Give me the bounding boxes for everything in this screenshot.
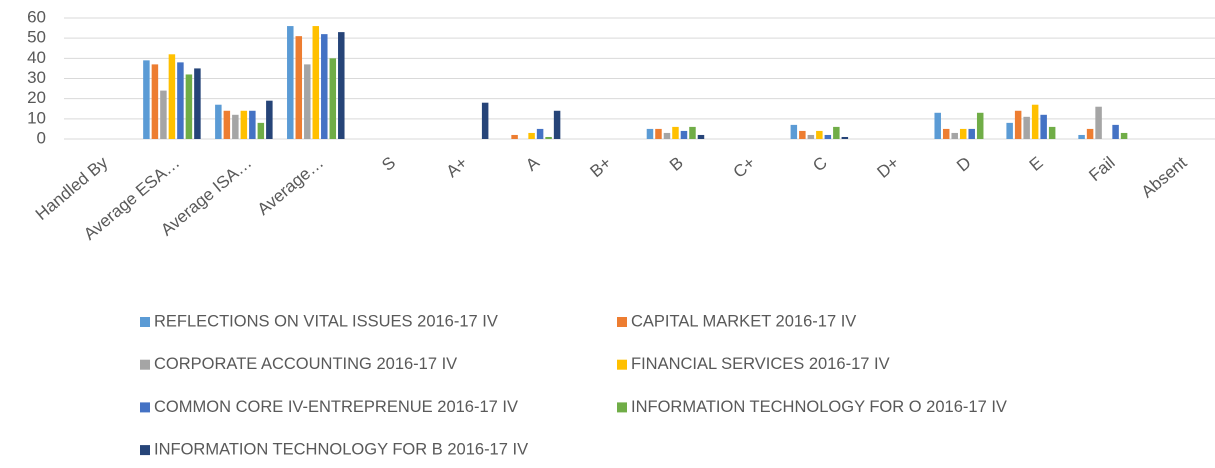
bar [1095, 106, 1102, 139]
bar [951, 132, 958, 139]
bar [295, 36, 303, 139]
y-tick-label: 10 [27, 108, 46, 127]
bar [689, 126, 696, 139]
bar [304, 64, 311, 139]
bar [143, 60, 150, 139]
x-tick-label: A [522, 153, 543, 175]
bar [672, 126, 679, 139]
bar [545, 136, 552, 139]
bar [807, 134, 815, 139]
bar [536, 128, 544, 139]
x-tick-label: A+ [443, 153, 472, 181]
bar [287, 26, 294, 139]
bar [816, 130, 823, 139]
bar [249, 110, 256, 139]
bar [968, 128, 975, 139]
bar [223, 110, 231, 139]
bar [976, 112, 984, 139]
bar [1120, 132, 1128, 139]
legend-swatch [140, 317, 150, 327]
bar [329, 58, 337, 140]
y-tick-label: 50 [27, 28, 46, 47]
bar [232, 114, 239, 139]
y-tick-label: 40 [27, 48, 46, 67]
x-tick-label: C+ [730, 153, 759, 182]
bar [934, 112, 941, 139]
legend-swatch [617, 317, 627, 327]
legend-label: CAPITAL MARKET 2016-17 IV [631, 312, 856, 330]
bar [942, 128, 950, 139]
bar [215, 104, 222, 139]
bar [646, 128, 654, 139]
bar [160, 90, 167, 139]
x-tick-label: S [378, 153, 399, 175]
x-tick-label: B [666, 153, 687, 175]
x-tick-label: D+ [874, 153, 903, 182]
x-tick-label: D [953, 153, 975, 175]
y-tick-label: 60 [27, 7, 46, 26]
bar [528, 132, 535, 139]
legend-swatch [617, 359, 627, 370]
legend-swatch [140, 445, 150, 456]
x-tick-label: C [809, 153, 831, 175]
bar [1086, 128, 1094, 139]
bar [790, 124, 798, 139]
legend-swatch [617, 402, 627, 413]
bar [1014, 110, 1022, 139]
bar [511, 134, 518, 139]
bar [194, 68, 201, 139]
bar [168, 54, 176, 139]
bar [177, 62, 184, 139]
bar [655, 128, 662, 139]
bar [312, 26, 320, 139]
x-tick-label: Absent [1138, 153, 1191, 202]
bar [1006, 122, 1013, 139]
x-tick-label: Average… [254, 153, 328, 219]
bar [151, 64, 159, 139]
legend-label: FINANCIAL SERVICES 2016-17 IV [631, 355, 890, 373]
x-tick-label: Fail [1085, 153, 1118, 185]
legend: REFLECTIONS ON VITAL ISSUES 2016-17 IV CA… [140, 312, 1007, 458]
legend-swatch [140, 402, 150, 413]
legend-label: CORPORATE ACCOUNTING 2016-17 IV [154, 355, 457, 373]
bar [338, 32, 345, 139]
legend-label: INFORMATION TECHNOLOGY FOR B 2016-17 IV [154, 440, 528, 458]
y-tick-label: 0 [37, 128, 46, 147]
bar [321, 34, 328, 140]
bar [959, 128, 967, 139]
bar [680, 130, 688, 139]
bar [697, 134, 705, 139]
bar [824, 134, 832, 139]
bar [1023, 116, 1030, 139]
legend-label: REFLECTIONS ON VITAL ISSUES 2016-17 IV [154, 312, 498, 330]
bar [1031, 104, 1039, 139]
bar [257, 122, 265, 139]
bar [799, 130, 806, 139]
bar [240, 110, 248, 139]
bar [1112, 124, 1119, 139]
legend-label: COMMON CORE IV-ENTREPRENUE 2016-17 IV [154, 398, 518, 416]
bar [553, 110, 561, 139]
x-tick-label: B+ [586, 153, 615, 181]
bar [481, 102, 489, 139]
bar [1078, 134, 1085, 139]
bar [663, 132, 671, 139]
y-tick-label: 30 [27, 68, 46, 87]
y-tick-label: 20 [27, 88, 46, 107]
legend-label: INFORMATION TECHNOLOGY FOR O 2016-17 IV [631, 398, 1007, 416]
bar [1040, 114, 1047, 139]
bar [833, 126, 840, 139]
bar [1048, 126, 1056, 139]
x-tick-label: E [1026, 153, 1047, 175]
bar [841, 136, 849, 139]
bar [266, 100, 273, 139]
bar [185, 74, 193, 139]
legend-swatch [140, 359, 150, 370]
